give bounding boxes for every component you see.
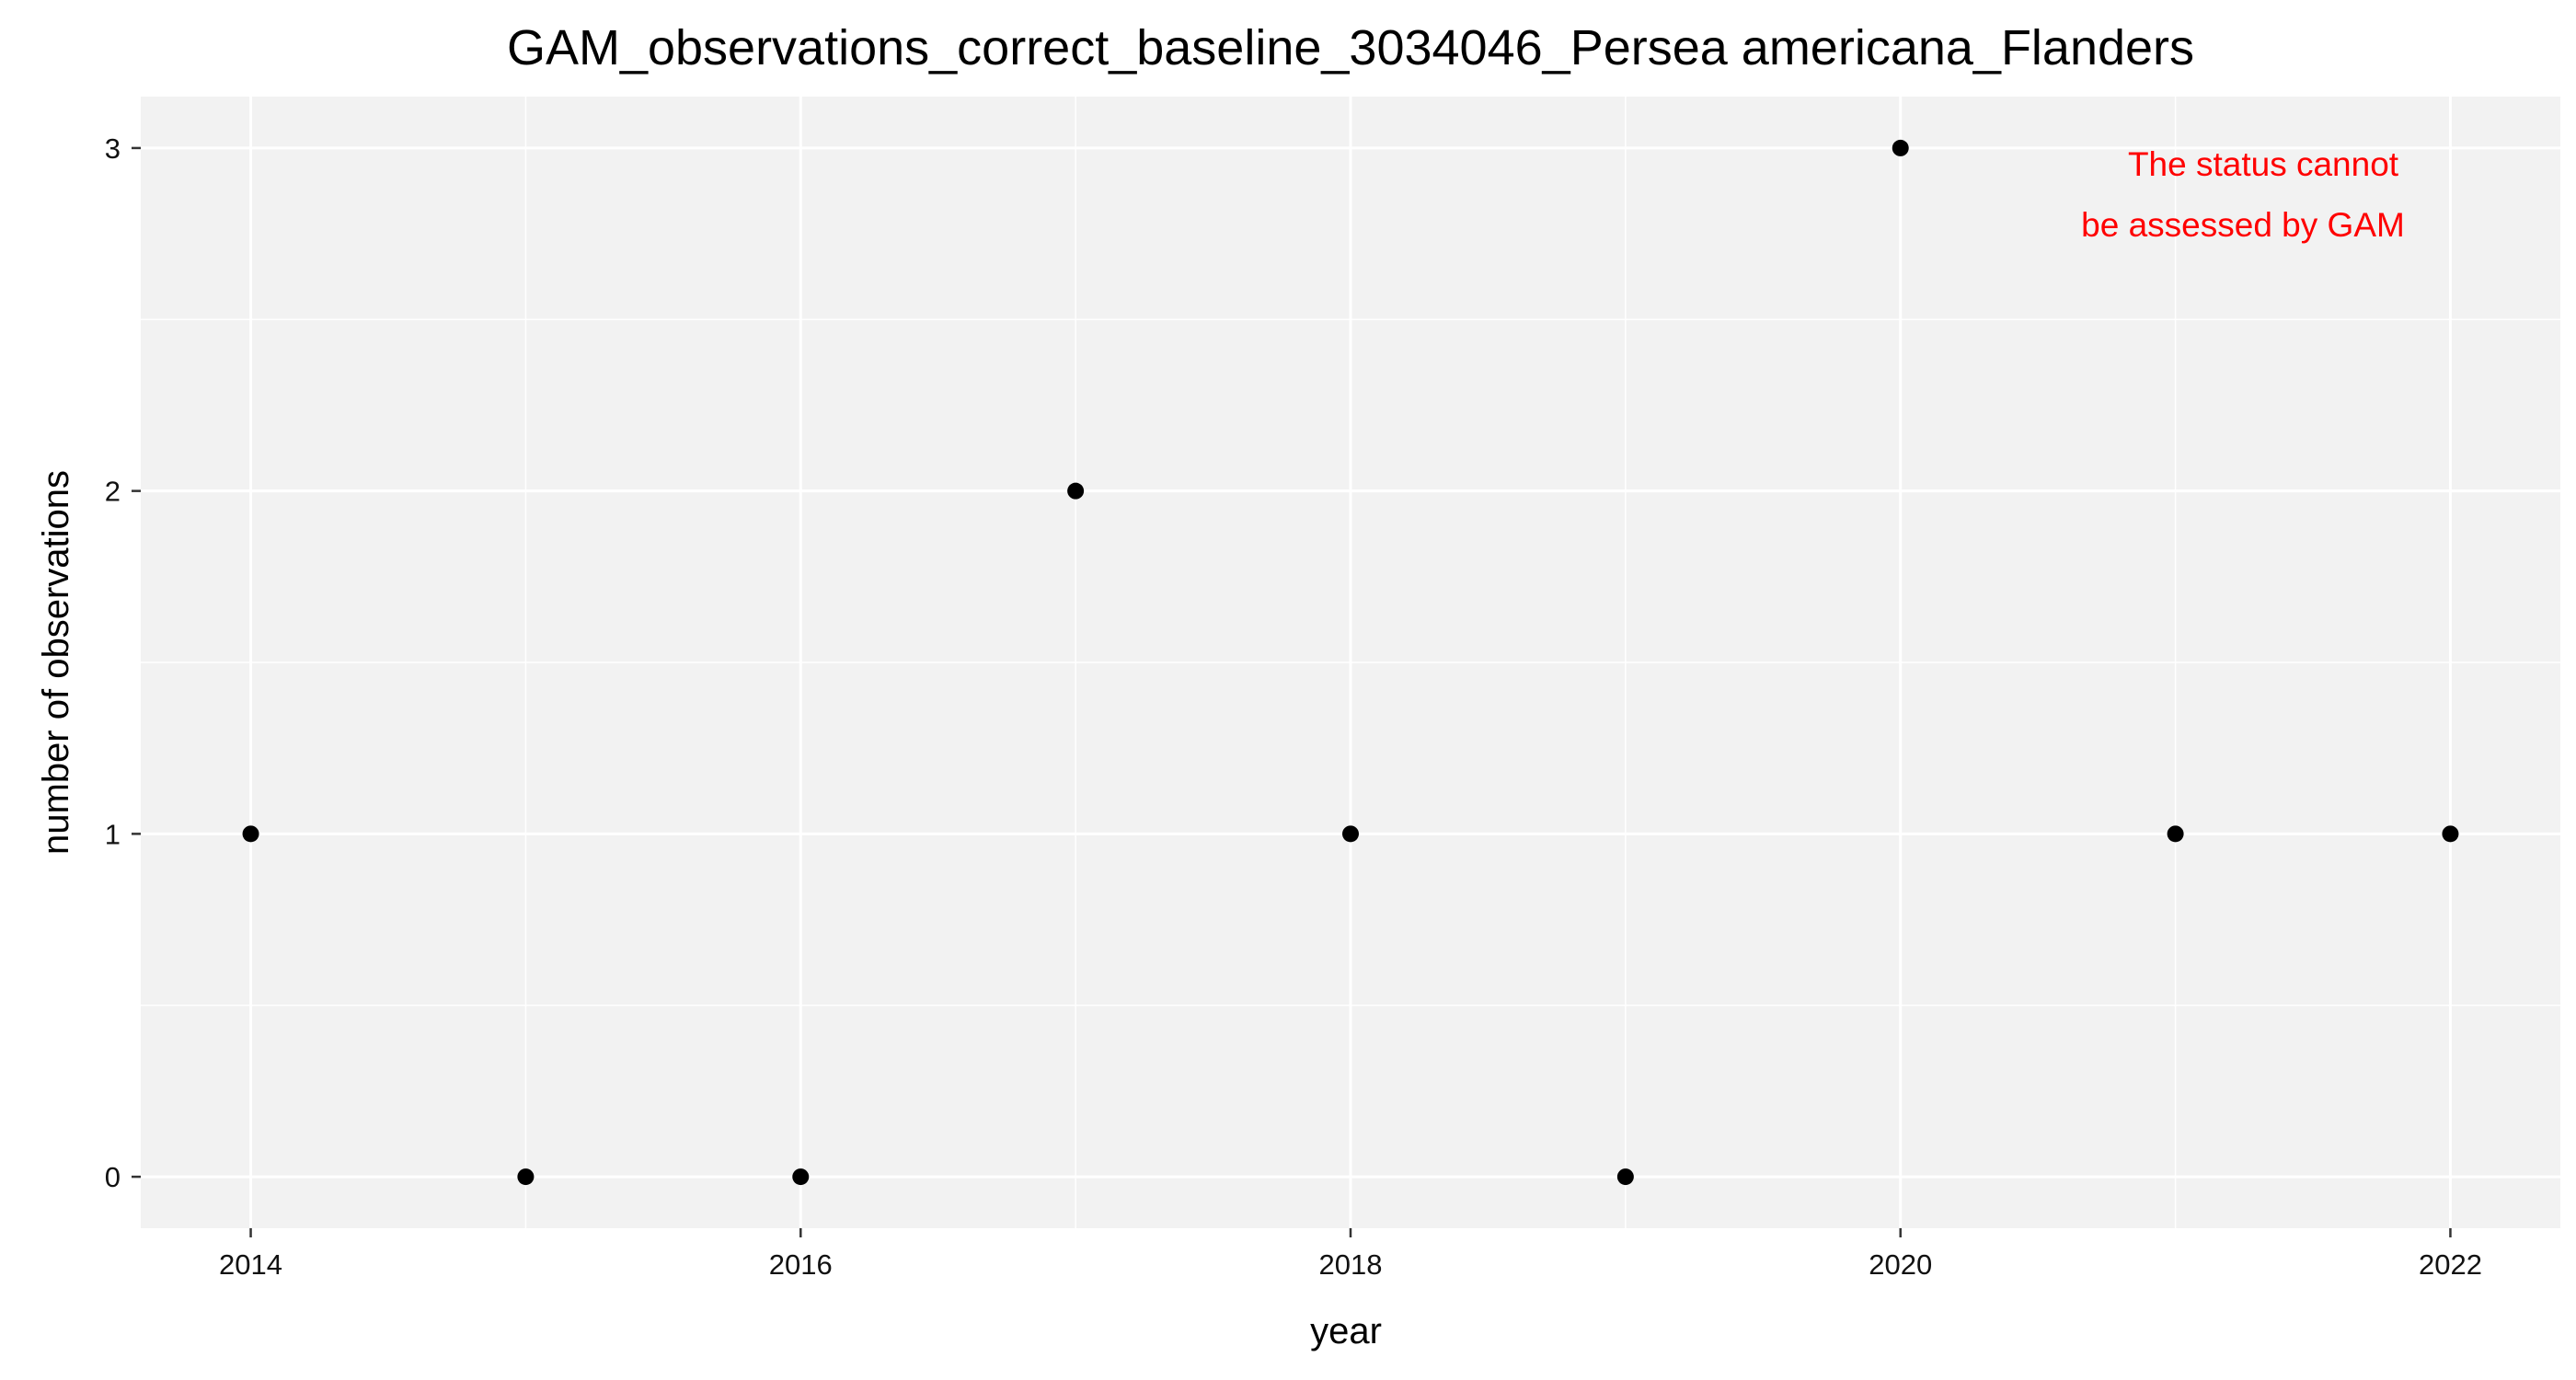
x-tick-label: 2022 [2419,1248,2482,1281]
data-point [2167,825,2184,843]
y-tick-label: 0 [105,1161,121,1193]
y-axis-title: number of observations [36,470,76,855]
data-point [1616,1168,1634,1186]
chart-title: GAM_observations_correct_baseline_303404… [507,20,2194,75]
x-tick-label: 2020 [1869,1248,1932,1281]
data-point [2442,825,2459,843]
axis-ticks: 2014 2016 2018 2020 2022 0 1 2 3 [105,132,2482,1281]
data-point [1067,482,1085,500]
y-tick-label: 1 [105,818,121,850]
data-point [792,1168,810,1186]
data-point [1892,139,1909,156]
data-point [517,1168,535,1186]
x-tick-label: 2018 [1319,1248,1383,1281]
x-tick-label: 2014 [219,1248,282,1281]
y-tick-label: 2 [105,476,121,508]
annotation-line-1: The status cannot [2128,145,2399,183]
data-point [1342,825,1359,843]
y-tick-label: 3 [105,132,121,165]
data-point [242,825,259,843]
annotation: The status cannot be assessed by GAM [2081,145,2405,244]
x-tick-label: 2016 [769,1248,833,1281]
x-axis-title: year [1310,1311,1382,1351]
annotation-line-2: be assessed by GAM [2081,206,2405,244]
data-points [242,139,2459,1186]
